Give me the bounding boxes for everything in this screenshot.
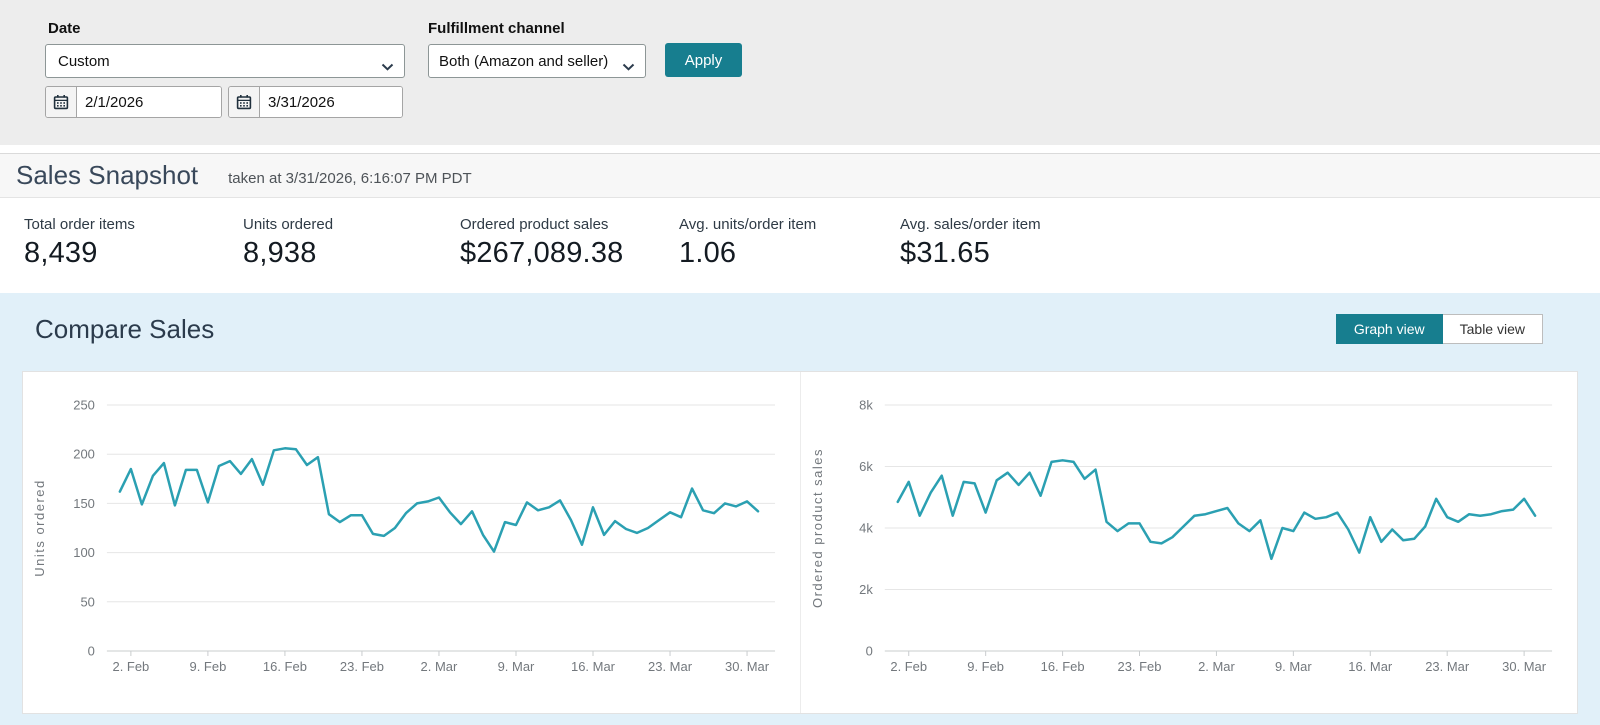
calendar-icon[interactable] [46, 87, 77, 117]
metric-label: Avg. units/order item [679, 216, 817, 233]
svg-text:6k: 6k [859, 459, 873, 474]
start-date-field [45, 86, 222, 118]
svg-text:0: 0 [866, 643, 873, 658]
svg-text:Units ordered: Units ordered [32, 479, 47, 577]
metric-total-order-items: Total order items 8,439 [24, 216, 243, 293]
svg-text:250: 250 [73, 397, 95, 412]
metric-value: 1.06 [679, 237, 737, 269]
snapshot-metrics-row: Total order items 8,439 Units ordered 8,… [0, 198, 1600, 293]
svg-text:2. Feb: 2. Feb [890, 659, 927, 674]
date-label: Date [48, 20, 81, 37]
svg-text:2. Mar: 2. Mar [421, 659, 458, 674]
metric-label: Avg. sales/order item [900, 216, 1041, 233]
svg-text:16. Mar: 16. Mar [571, 659, 616, 674]
compare-sales-section: Compare Sales Graph view Table view 0 50 1… [0, 293, 1600, 725]
svg-text:0: 0 [88, 643, 95, 658]
sales-snapshot-header: Sales Snapshot taken at 3/31/2026, 6:16:… [0, 153, 1600, 198]
svg-text:2. Mar: 2. Mar [1198, 659, 1235, 674]
snapshot-timestamp: taken at 3/31/2026, 6:16:07 PM PDT [228, 170, 472, 187]
metric-avg-units-per-order-item: Avg. units/order item 1.06 [679, 216, 900, 293]
date-preset-select[interactable]: Custom [45, 44, 405, 78]
svg-text:16. Feb: 16. Feb [263, 659, 307, 674]
svg-text:23. Mar: 23. Mar [1425, 659, 1470, 674]
end-date-input[interactable] [260, 87, 402, 117]
metric-avg-sales-per-order-item: Avg. sales/order item $31.65 [900, 216, 1041, 293]
compare-sales-header: Compare Sales Graph view Table view [0, 293, 1600, 345]
metric-value: 8,938 [243, 237, 317, 269]
filter-bar: Date Custom [0, 0, 1600, 145]
metric-units-ordered: Units ordered 8,938 [243, 216, 460, 293]
svg-text:23. Feb: 23. Feb [340, 659, 384, 674]
svg-text:9. Mar: 9. Mar [1275, 659, 1312, 674]
fulfillment-channel-select[interactable]: Both (Amazon and seller) [428, 44, 646, 78]
chevron-down-icon [622, 58, 635, 75]
metric-value: $31.65 [900, 237, 990, 269]
svg-text:30. Mar: 30. Mar [725, 659, 770, 674]
svg-text:100: 100 [73, 545, 95, 560]
units-ordered-chart[interactable]: 0 50 100 150 200 250 2. Feb 9. Feb 16. Feb 23. Fe… [23, 372, 800, 713]
svg-text:23. Feb: 23. Feb [1118, 659, 1162, 674]
metric-label: Total order items [24, 216, 135, 233]
charts-panel: 0 50 100 150 200 250 2. Feb 9. Feb 16. Feb 23. Fe… [22, 371, 1578, 714]
svg-text:30. Mar: 30. Mar [1502, 659, 1547, 674]
sales-snapshot-title: Sales Snapshot [16, 160, 199, 190]
end-date-field [228, 86, 403, 118]
start-date-input[interactable] [77, 87, 221, 117]
compare-sales-title: Compare Sales [35, 313, 215, 344]
sales-snapshot-section: Sales Snapshot taken at 3/31/2026, 6:16:… [0, 153, 1600, 293]
table-view-button[interactable]: Table view [1442, 314, 1543, 344]
fulfillment-channel-label: Fulfillment channel [428, 20, 565, 37]
svg-text:9. Feb: 9. Feb [190, 659, 227, 674]
svg-text:23. Mar: 23. Mar [648, 659, 693, 674]
metric-label: Units ordered [243, 216, 334, 233]
svg-text:150: 150 [73, 496, 95, 511]
svg-text:8k: 8k [859, 397, 873, 412]
svg-text:16. Feb: 16. Feb [1041, 659, 1085, 674]
svg-text:2k: 2k [859, 582, 873, 597]
svg-text:16. Mar: 16. Mar [1348, 659, 1393, 674]
svg-text:Ordered product sales: Ordered product sales [810, 448, 825, 608]
svg-text:9. Mar: 9. Mar [498, 659, 535, 674]
metric-value: 8,439 [24, 237, 98, 269]
metric-ordered-product-sales: Ordered product sales $267,089.38 [460, 216, 679, 293]
apply-button[interactable]: Apply [665, 43, 742, 77]
svg-text:2. Feb: 2. Feb [112, 659, 149, 674]
view-toggle: Graph view Table view [1335, 314, 1543, 344]
metric-value: $267,089.38 [460, 237, 624, 269]
chevron-down-icon [381, 58, 394, 75]
ordered-product-sales-chart[interactable]: 0 2k 4k 6k 8k 2. Feb 9. Feb 16. Feb 23. Feb 2. Ma… [800, 372, 1577, 713]
calendar-icon[interactable] [229, 87, 260, 117]
svg-text:50: 50 [80, 594, 94, 609]
date-preset-value: Custom [58, 52, 110, 70]
metric-label: Ordered product sales [460, 216, 609, 233]
svg-text:200: 200 [73, 447, 95, 462]
svg-text:4k: 4k [859, 520, 873, 535]
fulfillment-channel-value: Both (Amazon and seller) [439, 52, 609, 70]
graph-view-button[interactable]: Graph view [1335, 314, 1443, 344]
svg-text:9. Feb: 9. Feb [967, 659, 1004, 674]
